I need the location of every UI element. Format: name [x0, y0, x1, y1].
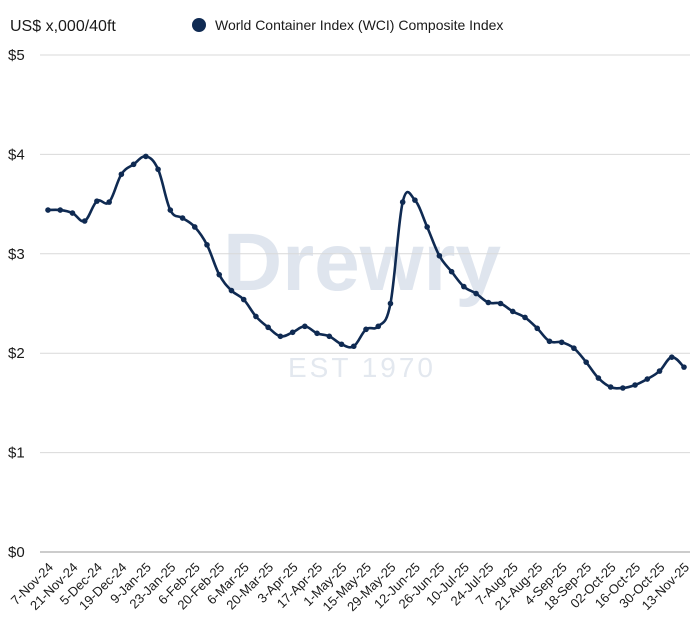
data-point: [436, 252, 443, 259]
y-tick-label: $2: [8, 345, 25, 362]
data-point: [130, 161, 137, 168]
data-point: [216, 271, 223, 278]
y-tick-label: $4: [8, 146, 25, 163]
data-point: [363, 326, 369, 333]
data-point: [155, 166, 161, 173]
data-point: [558, 339, 565, 346]
data-point: [681, 364, 687, 370]
y-axis-ticks: $0 $1 $2 $3 $4 $5: [8, 47, 25, 561]
data-point: [497, 300, 504, 307]
data-point: [583, 359, 589, 365]
data-point: [375, 323, 382, 330]
data-point: [314, 330, 320, 337]
data-point: [338, 341, 345, 348]
legend-label: World Container Index (WCI) Composite In…: [215, 17, 503, 33]
data-point: [509, 308, 516, 315]
data-point: [265, 324, 271, 331]
data-point: [632, 382, 638, 388]
x-axis-ticks: 7-Nov-2421-Nov-245-Dec-2419-Dec-249-Jan-…: [8, 560, 692, 615]
data-point: [644, 376, 651, 382]
y-tick-label: $3: [8, 246, 25, 263]
data-point: [191, 224, 198, 230]
data-point: [424, 224, 430, 230]
grid-lines: [40, 54, 690, 553]
y-tick-label: $5: [8, 47, 25, 64]
data-point: [620, 385, 626, 391]
data-point: [69, 210, 76, 216]
data-point: [179, 215, 186, 221]
data-point: [167, 207, 174, 213]
drewry-watermark: Drewry EST 1970: [223, 217, 501, 383]
data-point: [595, 375, 602, 381]
legend: World Container Index (WCI) Composite In…: [192, 17, 503, 33]
data-point: [571, 345, 577, 352]
data-point: [204, 242, 210, 248]
data-point: [45, 207, 51, 213]
data-point: [277, 333, 284, 340]
legend-marker: [192, 18, 206, 32]
data-point: [289, 329, 296, 336]
data-point: [546, 338, 553, 345]
data-point: [253, 313, 259, 320]
series-group: [45, 153, 687, 391]
data-point: [57, 207, 64, 213]
data-point: [81, 218, 88, 224]
data-point: [94, 198, 100, 204]
data-point: [326, 333, 333, 340]
data-point: [118, 171, 125, 178]
data-point: [656, 368, 663, 374]
data-point: [668, 354, 675, 360]
y-tick-label: $1: [8, 445, 25, 462]
data-point: [228, 287, 235, 294]
data-point: [522, 314, 528, 321]
data-point: [143, 153, 149, 160]
data-point: [412, 197, 418, 203]
data-point: [387, 300, 394, 307]
data-point: [461, 283, 467, 290]
data-point: [399, 199, 406, 205]
data-point: [607, 384, 614, 390]
data-point: [106, 199, 112, 205]
y-tick-label: $0: [8, 544, 25, 561]
data-point: [534, 325, 541, 332]
data-point: [473, 290, 479, 297]
data-point: [350, 343, 357, 350]
data-point: [240, 296, 247, 303]
data-point: [485, 299, 492, 306]
data-point: [302, 323, 308, 330]
data-point: [448, 268, 455, 275]
watermark-brand: Drewry: [223, 217, 501, 308]
unit-label: US$ x,000/40ft: [10, 18, 116, 35]
watermark-est: EST 1970: [288, 352, 436, 383]
